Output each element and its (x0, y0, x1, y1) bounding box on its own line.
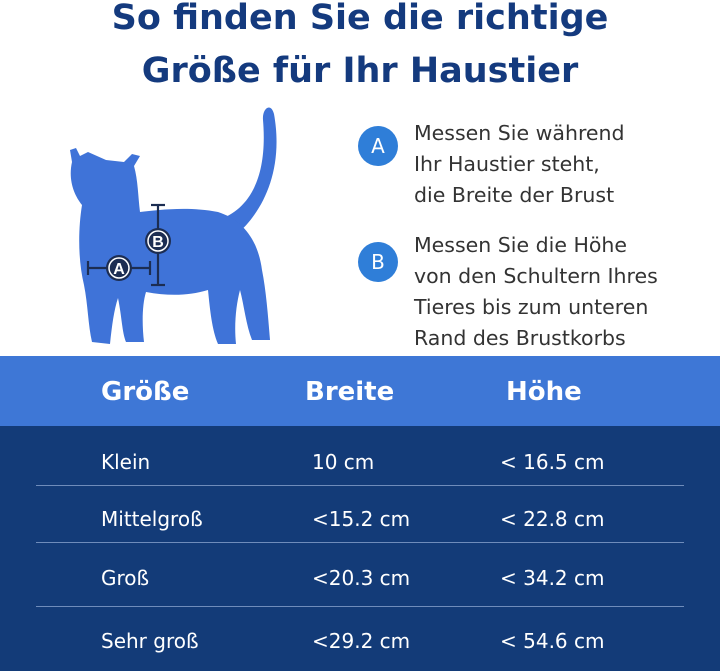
cell-height: < 34.2 cm (500, 566, 605, 590)
cell-width: <29.2 cm (312, 629, 411, 653)
marker-b: B (152, 234, 164, 251)
cell-size: Klein (101, 450, 151, 474)
title-line-1: So finden Sie die richtige (111, 0, 609, 38)
row-divider (36, 606, 684, 607)
cell-size: Sehr groß (101, 629, 199, 653)
badge-b: B (358, 242, 398, 282)
cell-height: < 54.6 cm (500, 629, 605, 653)
cell-width: <15.2 cm (312, 507, 411, 531)
cell-height: < 22.8 cm (500, 507, 605, 531)
cell-height: < 16.5 cm (500, 450, 605, 474)
cell-size: Mittelgroß (101, 507, 203, 531)
table-row: Sehr groß <29.2 cm < 54.6 cm (0, 621, 720, 661)
cell-width: <20.3 cm (312, 566, 411, 590)
table-body: Klein 10 cm < 16.5 cm Mittelgroß <15.2 c… (0, 426, 720, 671)
step-a-text: Messen Sie während Ihr Haustier steht, d… (414, 121, 625, 207)
header-height: Höhe (506, 377, 582, 407)
header-size: Größe (101, 377, 190, 407)
badge-a: A (358, 126, 398, 166)
cat-silhouette-icon: B A (70, 107, 277, 344)
table-row: Klein 10 cm < 16.5 cm (0, 442, 720, 482)
marker-a: A (113, 261, 125, 278)
table-row: Groß <20.3 cm < 34.2 cm (0, 558, 720, 598)
table-header: Größe Breite Höhe (0, 356, 720, 426)
table-row: Mittelgroß <15.2 cm < 22.8 cm (0, 499, 720, 539)
row-divider (36, 542, 684, 543)
row-divider (36, 485, 684, 486)
title-line-2: Größe für Ihr Haustier (141, 51, 579, 91)
step-b-text: Messen Sie die Höhe von den Schultern Ih… (414, 233, 658, 350)
cell-size: Groß (101, 566, 150, 590)
cell-width: 10 cm (312, 450, 375, 474)
header-width: Breite (305, 377, 395, 407)
